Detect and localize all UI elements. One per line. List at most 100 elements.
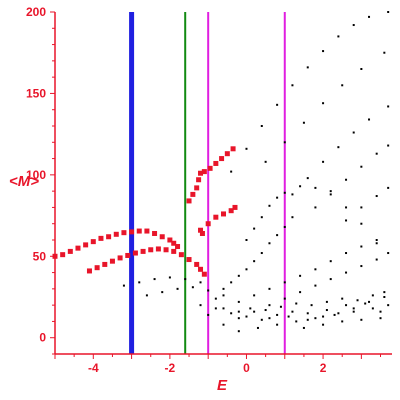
data-point	[67, 248, 73, 254]
data-point	[283, 297, 286, 300]
data-point	[306, 312, 309, 315]
data-point	[360, 245, 363, 248]
data-point	[199, 230, 205, 236]
data-point	[387, 105, 390, 108]
data-point	[159, 234, 165, 240]
data-point	[199, 304, 202, 307]
data-point	[230, 170, 233, 173]
data-point	[329, 193, 332, 196]
data-point	[352, 131, 355, 134]
data-point	[314, 317, 317, 320]
data-point	[360, 68, 363, 70]
data-point	[260, 125, 263, 127]
data-point	[224, 151, 230, 157]
data-point	[279, 305, 282, 308]
data-point	[276, 103, 279, 106]
data-point	[256, 326, 259, 329]
data-point	[337, 35, 340, 38]
x-ticks: -4 -2 0 2	[54, 354, 382, 375]
data-point	[383, 296, 386, 298]
data-point	[276, 313, 279, 316]
data-point	[379, 310, 382, 313]
data-point	[345, 252, 348, 255]
data-point	[341, 84, 344, 87]
data-point	[198, 170, 204, 176]
data-point	[387, 252, 390, 255]
x-tick-label: -2	[165, 361, 176, 375]
x-tick-label: 2	[320, 361, 327, 375]
data-point	[214, 297, 217, 300]
data-point	[237, 317, 240, 320]
vertical-lines	[129, 12, 286, 354]
data-point	[213, 160, 219, 166]
data-point	[198, 266, 204, 272]
y-axis-title: <M>	[9, 173, 39, 190]
data-point	[194, 261, 200, 267]
data-point	[232, 204, 238, 210]
data-point	[102, 261, 108, 267]
data-point	[291, 310, 294, 313]
data-point	[90, 239, 96, 245]
data-point	[375, 242, 378, 245]
data-point	[237, 330, 240, 333]
data-point	[352, 307, 355, 310]
data-point	[260, 216, 263, 219]
data-point	[222, 307, 225, 310]
data-point	[221, 211, 226, 217]
data-point	[371, 294, 374, 297]
data-point	[325, 300, 328, 303]
data-point	[253, 294, 256, 297]
data-point	[184, 278, 187, 281]
data-point	[264, 309, 267, 312]
y-tick-label: 100	[26, 168, 46, 182]
data-point	[109, 258, 115, 264]
y-tick-label: 150	[26, 86, 46, 100]
data-point	[383, 51, 386, 54]
data-point	[341, 320, 344, 323]
data-point	[207, 289, 210, 292]
data-point	[322, 323, 325, 326]
data-point	[122, 284, 125, 287]
data-point	[364, 302, 367, 305]
data-point	[299, 274, 302, 277]
data-point	[194, 185, 200, 191]
data-point	[230, 312, 233, 315]
x-axis-title: E	[217, 377, 228, 394]
data-point	[375, 152, 378, 155]
data-point	[322, 50, 325, 53]
data-point	[387, 304, 390, 307]
data-point	[186, 257, 192, 263]
data-point	[314, 206, 317, 209]
data-point	[268, 242, 271, 245]
data-point	[387, 11, 390, 13]
data-point	[287, 315, 290, 318]
data-point	[268, 287, 271, 290]
data-point	[237, 274, 240, 277]
data-point	[329, 190, 332, 193]
data-point	[383, 291, 386, 294]
data-point	[190, 191, 196, 197]
data-point	[129, 229, 135, 235]
data-point	[322, 102, 325, 105]
data-point	[283, 281, 286, 284]
data-point	[264, 160, 267, 163]
data-point	[219, 156, 225, 162]
data-point	[228, 208, 234, 214]
data-point	[295, 302, 298, 305]
data-point	[291, 193, 294, 196]
data-point	[360, 318, 363, 321]
data-point	[291, 84, 294, 87]
data-point	[167, 237, 173, 243]
data-point	[145, 294, 148, 297]
data-point	[375, 195, 378, 198]
data-point	[222, 287, 225, 290]
data-point	[368, 15, 371, 18]
data-point	[345, 219, 348, 222]
y-tick-label: 50	[33, 249, 47, 263]
data-point	[268, 304, 271, 307]
data-point	[178, 252, 184, 258]
data-point	[283, 191, 286, 194]
data-point	[94, 265, 100, 271]
data-point	[345, 271, 348, 274]
